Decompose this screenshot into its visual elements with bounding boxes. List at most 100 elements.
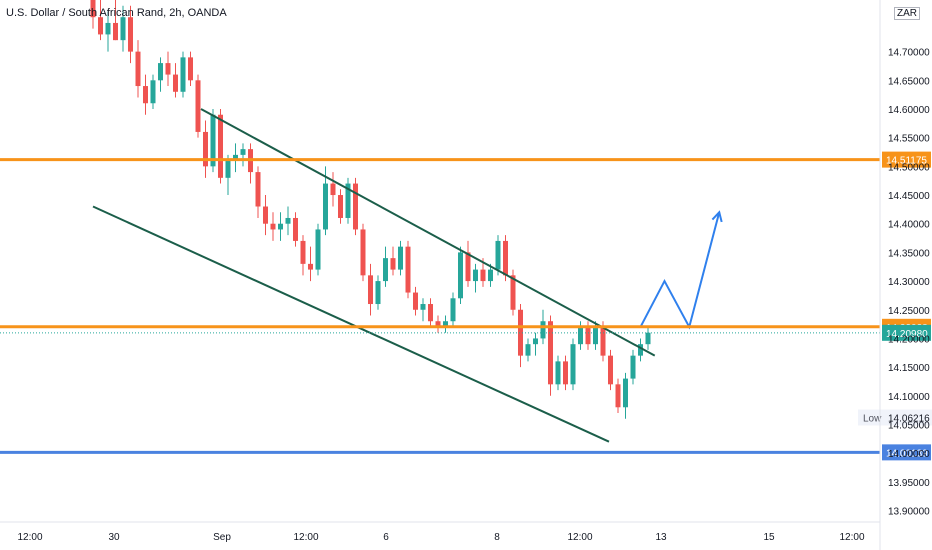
candle-body [585,326,591,345]
candle-body [180,57,186,92]
candle-body [105,22,111,35]
candle-body [548,321,553,385]
price-tick-label: 14.00000 [888,449,930,460]
candle-body [128,17,133,52]
levels-group: 14.5117514.2202814.0013914.20980Low14.06… [0,151,932,461]
candle-body [375,281,381,305]
time-tick-label: 30 [108,532,120,543]
candle-body [638,344,643,356]
candle-body [518,309,523,356]
candle-body [278,223,283,230]
time-tick-label: 6 [383,532,389,543]
price-tick-label: 14.70000 [888,48,930,59]
candle-body [158,63,163,81]
projection-arrowhead [711,210,723,223]
candle-body [90,0,96,18]
time-tick-label: 15 [763,532,775,543]
current-price-tag [882,324,931,341]
candle-body [210,114,216,167]
candle-body [345,183,351,218]
price-tick-label: 14.45000 [888,191,930,202]
candle-body [525,344,531,356]
candle-body [435,321,441,327]
candle-body [308,263,313,270]
channel-upper-line [200,108,656,357]
candle-body [608,355,613,385]
currency-badge[interactable]: ZAR [894,7,920,20]
candle-body [338,195,343,218]
candle-body [300,240,306,264]
time-tick-label: Sep [213,532,231,543]
candle-body [218,114,223,178]
candle-body [135,51,141,87]
projection-path [639,211,721,330]
price-tick-label: 13.90000 [888,507,930,518]
candle-body [473,269,478,282]
candle-body [563,361,568,385]
candle-body [465,252,471,282]
candle-body [233,154,238,161]
price-tick-label: 14.25000 [888,306,930,317]
price-tick-label: 14.40000 [888,220,930,231]
price-tick-label: 14.60000 [888,105,930,116]
candle-body [330,183,336,196]
candle-body [173,74,178,92]
candle-body [578,326,583,345]
candle-body [353,183,358,230]
candle-body [600,326,606,356]
candle-body [495,240,501,270]
candle-body [270,223,276,230]
level-price-tag [882,151,931,168]
low-marker-prefix: Low [863,414,882,425]
time-tick-label: 13 [655,532,667,543]
candle-body [165,63,171,75]
candle-body [428,304,433,322]
price-tick-label: 14.30000 [888,277,930,288]
candle-body [315,229,321,270]
candle-body [413,292,418,310]
candle-body [195,80,201,132]
candle-body [555,361,561,385]
candle-body [368,275,373,305]
candle-body [458,252,463,299]
price-tick-label: 14.50000 [888,162,930,173]
time-tick-label: 12:00 [293,532,318,543]
time-tick-label: 12:00 [839,532,864,543]
channel-lower-line [92,205,610,443]
level-price-label: 14.00139 [886,448,928,459]
candle-body [225,160,231,178]
time-tick-label: 8 [494,532,500,543]
price-tick-label: 14.35000 [888,248,930,259]
current-price-label: 14.20980 [886,329,928,340]
candle-body [405,246,411,293]
candle-body [503,240,508,276]
candle-body [645,332,651,345]
candle-body [533,338,538,345]
candle-body [143,86,148,104]
candle-body [240,149,246,155]
candle-body [360,229,366,276]
candle-body [323,183,328,230]
candle-body [510,275,516,310]
candle-body [443,321,448,327]
candle-body [480,269,486,282]
time-axis[interactable]: 12:00 30 Sep 12:00 6 8 12:00 13 15 12:00 [0,521,880,543]
candle-body [285,217,291,224]
candle-body [398,246,403,270]
low-marker-background [858,409,932,426]
candle-body [390,258,396,270]
low-marker-value: 14.06216 [888,414,930,425]
price-axis[interactable]: 14.70000 14.65000 14.60000 14.55000 14.50000… [879,0,930,550]
time-tick-label: 12:00 [567,532,592,543]
candle-body [150,80,156,104]
price-tick-label: 14.65000 [888,76,930,87]
channel-group [92,108,723,443]
candle-body [593,326,598,345]
candle-body [188,57,193,81]
candle-body [263,206,268,224]
price-tick-label: 14.05000 [888,420,930,431]
time-tick-label: 12:00 [17,532,42,543]
candle-body [630,355,636,379]
